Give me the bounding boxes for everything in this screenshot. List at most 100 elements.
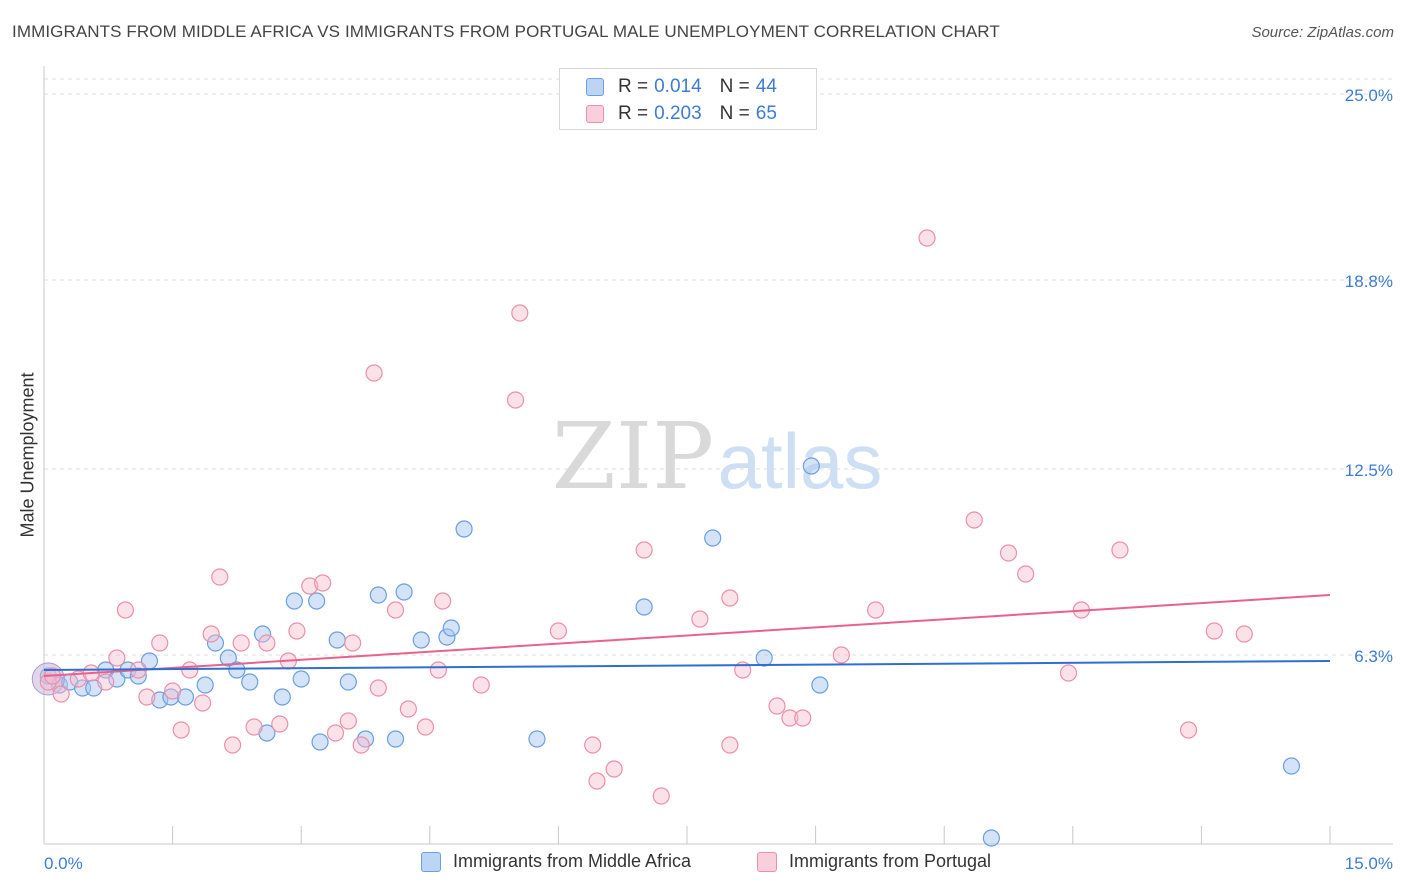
legend-swatch-blue [421, 851, 441, 872]
data-point [416, 718, 435, 736]
watermark: ZIP atlas [552, 403, 882, 510]
data-point [755, 649, 773, 667]
data-point [1179, 721, 1198, 739]
data-point [339, 712, 357, 730]
data-point [369, 679, 387, 697]
data-point [802, 457, 820, 475]
data-point [308, 592, 326, 610]
legend-label-middle-africa: Immigrants from Middle Africa [453, 851, 692, 871]
watermark-zip: ZIP [552, 403, 714, 510]
data-point [224, 736, 242, 754]
y-tick-label: 18.8% [1345, 272, 1393, 291]
data-point [704, 529, 722, 547]
data-point [386, 601, 405, 619]
data-point [528, 730, 546, 748]
data-point [196, 676, 214, 694]
data-point [455, 520, 473, 538]
trend-line-middle-africa [43, 660, 1331, 671]
data-point [982, 829, 1000, 847]
data-point [549, 622, 568, 640]
legend-r-label: R = [618, 76, 649, 97]
correlation-legend: R = 0.014 N = 44 R = 0.203 N = 65 [559, 68, 817, 130]
data-point [271, 715, 289, 733]
data-point [721, 589, 739, 607]
data-point [211, 568, 229, 586]
legend-n-label: N = [719, 76, 750, 97]
data-point [1017, 565, 1035, 583]
watermark-atlas: atlas [718, 417, 883, 505]
data-point [116, 601, 135, 619]
data-point [328, 631, 346, 649]
data-point [202, 625, 220, 643]
series-legend: Immigrants from Middle Africa Immigrants… [0, 851, 1406, 877]
data-point [1235, 625, 1253, 643]
data-point [245, 718, 263, 736]
data-point [138, 688, 156, 706]
data-point [258, 634, 276, 652]
data-point [605, 760, 623, 778]
data-point [219, 649, 237, 667]
data-point [314, 574, 332, 592]
trend-line-portugal [43, 594, 1331, 677]
series-middle-africa-points [31, 457, 1301, 847]
data-point [584, 736, 602, 754]
legend-row-middle-africa: R = 0.014 N = 44 [586, 75, 795, 99]
legend-label-portugal: Immigrants from Portugal [789, 851, 992, 871]
data-point [326, 724, 345, 742]
data-point [794, 709, 812, 727]
data-point [768, 697, 786, 715]
chart-title: IMMIGRANTS FROM MIDDLE AFRICA VS IMMIGRA… [12, 22, 1000, 41]
data-point [721, 736, 739, 754]
data-point [129, 667, 147, 685]
data-point [172, 721, 190, 739]
data-point [652, 787, 670, 805]
data-point [108, 649, 126, 667]
data-point [1282, 757, 1301, 775]
trend-lines [43, 594, 1331, 677]
data-point [412, 631, 430, 649]
data-point [206, 634, 225, 652]
legend-item-middle-africa[interactable]: Immigrants from Middle Africa [421, 851, 691, 872]
legend-r-value: 0.203 [654, 103, 702, 124]
data-point [1059, 664, 1078, 682]
data-point [1111, 541, 1129, 559]
data-point [273, 688, 291, 706]
data-point [254, 625, 272, 643]
data-point [164, 682, 182, 700]
data-point [241, 673, 259, 691]
data-point [352, 736, 370, 754]
data-point [691, 610, 709, 628]
legend-r-value: 0.014 [654, 76, 702, 97]
legend-n-value: 65 [755, 103, 777, 124]
legend-row-portugal: R = 0.203 N = 65 [586, 102, 795, 126]
data-point [999, 544, 1018, 562]
data-point [292, 670, 310, 688]
y-tick-label: 6.3% [1354, 647, 1393, 666]
tick-labels: 6.3% 12.5% 18.8% 25.0% 0.0% 15.0% [44, 86, 1393, 873]
data-point [288, 622, 306, 640]
data-point [832, 646, 850, 664]
data-point [511, 304, 529, 322]
data-point [472, 676, 490, 694]
legend-r-label: R = [618, 103, 649, 124]
data-point [285, 592, 303, 610]
data-point [429, 661, 447, 679]
data-point [344, 634, 362, 652]
data-point [365, 364, 383, 382]
data-point [97, 673, 115, 691]
x-tick-label: 0.0% [44, 854, 83, 873]
legend-item-portugal[interactable]: Immigrants from Portugal [757, 851, 991, 872]
data-point [386, 730, 405, 748]
data-point [301, 577, 319, 595]
data-point [635, 598, 653, 616]
data-point [52, 685, 70, 703]
data-point [965, 511, 983, 529]
y-tick-label: 25.0% [1345, 86, 1393, 105]
series-portugal-points [39, 229, 1253, 805]
source-label: Source: ZipAtlas.com [1251, 24, 1394, 41]
grid-lines [44, 78, 1393, 656]
legend-n-value: 44 [755, 76, 777, 97]
data-point [918, 229, 936, 247]
legend-swatch-blue [586, 78, 604, 96]
